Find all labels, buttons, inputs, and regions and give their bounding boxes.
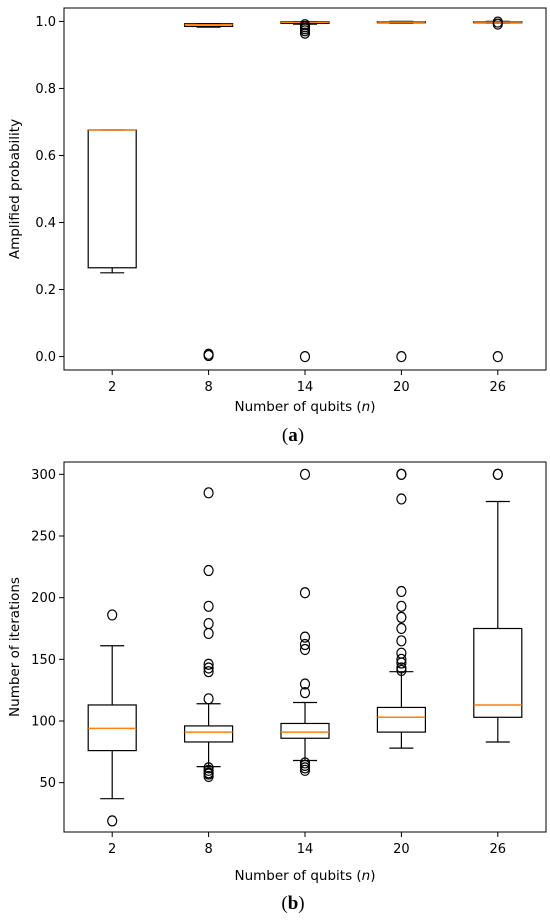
- outlier-point: [396, 635, 407, 647]
- outlier-point: [203, 564, 214, 577]
- outlier-point: [492, 16, 503, 28]
- x-tick-label: 20: [393, 842, 410, 857]
- outlier-point: [299, 631, 311, 643]
- x-tick-label: 26: [490, 842, 507, 857]
- box-iqr: [87, 129, 137, 269]
- y-tick-label: 0.6: [35, 149, 56, 164]
- outlier-point: [299, 468, 311, 480]
- box-2: [87, 609, 137, 827]
- outlier-point: [203, 600, 214, 612]
- box-20: [376, 20, 426, 363]
- x-tick-label: 8: [204, 842, 212, 857]
- box-iqr: [376, 706, 426, 733]
- outlier-point: [492, 350, 503, 363]
- outlier-point: [492, 468, 503, 480]
- y-tick-label: 0.8: [35, 82, 56, 97]
- x-tick-label: 2: [108, 380, 116, 395]
- outlier-point: [203, 627, 214, 640]
- x-tick-label: 20: [393, 380, 410, 395]
- outlier-point: [396, 611, 407, 624]
- outlier-point: [203, 617, 214, 630]
- y-tick-label: 0.2: [35, 283, 56, 298]
- outlier-point: [203, 348, 214, 360]
- x-tick-label: 14: [297, 842, 314, 857]
- x-axis-label: Number of qubits (n): [235, 399, 376, 415]
- outlier-point: [203, 658, 214, 670]
- y-axis-label: Number of iterations: [7, 577, 23, 717]
- outlier-point: [299, 678, 311, 690]
- outlier-point: [203, 693, 214, 705]
- outlier-point: [203, 770, 214, 783]
- outlier-point: [299, 687, 311, 699]
- y-tick-label: 250: [31, 530, 56, 545]
- outlier-point: [299, 764, 311, 776]
- panel-label: (b): [281, 893, 304, 914]
- box-26: [473, 16, 523, 363]
- x-tick-label: 26: [490, 380, 507, 395]
- panel-b: 50 100 150 200 250 300 2 8 14 20 26 Number of qubit…: [7, 461, 547, 914]
- x-axis-label: Number of qubits (n): [235, 868, 376, 884]
- y-tick-label: 300: [31, 468, 56, 483]
- y-tick-label: 150: [31, 653, 56, 668]
- panel-a: 0.0 0.2 0.4 0.6 0.8 1.0 2 8 14 20 26 Number of qubi…: [7, 7, 547, 446]
- y-tick-label: 0.0: [35, 350, 56, 365]
- outlier-point: [203, 487, 214, 499]
- box-26: [473, 468, 523, 743]
- outlier-point: [396, 664, 407, 677]
- box-iqr: [473, 627, 523, 718]
- outlier-point: [396, 657, 407, 669]
- x-tick-label: 14: [297, 380, 314, 395]
- outlier-point: [396, 350, 407, 363]
- y-tick-label: 0.4: [35, 216, 56, 231]
- outlier-point: [396, 468, 407, 480]
- outlier-point: [299, 587, 311, 599]
- box-8: [184, 487, 234, 783]
- outlier-point: [396, 653, 407, 665]
- outlier-point: [396, 493, 407, 505]
- box-8: [184, 23, 234, 362]
- box-iqr: [280, 722, 330, 739]
- box-2: [87, 129, 137, 274]
- x-tick-label: 8: [204, 380, 212, 395]
- outlier-point: [299, 350, 311, 363]
- outlier-point: [107, 815, 118, 827]
- outlier-point: [299, 638, 311, 651]
- y-tick-label: 100: [31, 715, 56, 730]
- outlier-point: [299, 19, 311, 31]
- outlier-point: [396, 585, 407, 598]
- box-20: [376, 468, 426, 749]
- outlier-point: [203, 662, 214, 674]
- y-tick-label: 200: [31, 591, 56, 606]
- outlier-point: [299, 643, 311, 656]
- outlier-point: [396, 622, 407, 635]
- outlier-point: [203, 666, 214, 678]
- box-14: [280, 468, 330, 776]
- outlier-point: [107, 609, 118, 621]
- outlier-point: [396, 600, 407, 612]
- y-tick-label: 50: [39, 776, 56, 791]
- y-tick-label: 1.0: [35, 15, 56, 30]
- box-14: [280, 19, 330, 363]
- x-tick-label: 2: [108, 842, 116, 857]
- panel-label: (a): [282, 425, 304, 446]
- box-iqr: [184, 725, 234, 743]
- y-axis-label: Amplified probability: [7, 119, 23, 259]
